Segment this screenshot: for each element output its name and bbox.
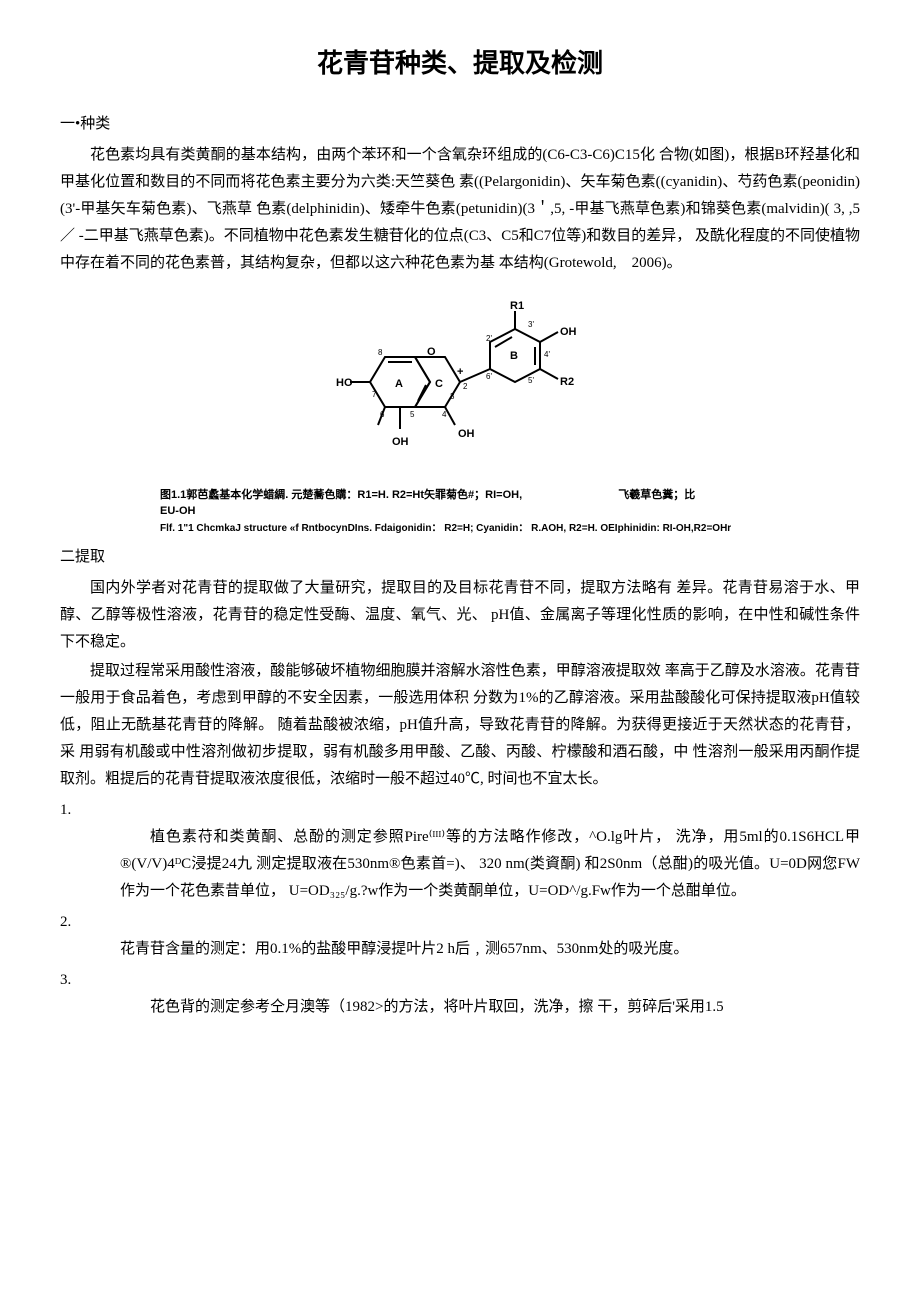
- atom-4: 4: [442, 410, 447, 419]
- figure-caption-en: Flf. 1"1 ChcmkaJ structure «f RntbocynDI…: [160, 522, 820, 536]
- label-ho-left: HO: [336, 377, 353, 389]
- section2-header: 二提取: [60, 544, 860, 571]
- atom-7: 7: [372, 390, 377, 399]
- caption-cn-right: 飞羲草色糞；比: [618, 489, 695, 501]
- chemical-structure-figure: HO OH OH OH R2 R1 A C B O + 8 7 6 5 4 3 …: [60, 297, 860, 477]
- item3-number: 3.: [60, 967, 860, 994]
- atom-5: 5: [410, 410, 415, 419]
- label-ring-a: A: [395, 378, 403, 390]
- atom-6: 6: [380, 410, 385, 419]
- atom-2: 2: [463, 382, 468, 391]
- atom-3p: 3': [528, 320, 534, 329]
- caption-cn-left: 图1.1郭芭蠡基本化学蜡綢. 元楚蕎色購：R1=H. R2=Ht矢罪菊色#；RI…: [160, 489, 522, 501]
- anthocyanin-structure-svg: HO OH OH OH R2 R1 A C B O + 8 7 6 5 4 3 …: [330, 297, 590, 467]
- item2-number: 2.: [60, 909, 860, 936]
- section1-paragraph: 花色素均具有类黄酮的基本结构，由两个苯环和一个含氧杂环组成的(C6-C3-C6)…: [60, 142, 860, 277]
- figure-caption-cn: 图1.1郭芭蠡基本化学蜡綢. 元楚蕎色購：R1=H. R2=Ht矢罪菊色#；RI…: [160, 487, 820, 520]
- atom-2p: 2': [486, 334, 492, 343]
- atom-5p: 5': [528, 376, 534, 385]
- atom-8: 8: [378, 348, 383, 357]
- label-ring-c: C: [435, 378, 443, 390]
- page-title: 花青苷种类、提取及检测: [60, 40, 860, 87]
- label-oh-c3: OH: [458, 428, 475, 440]
- caption-cn-line2: EU-OH: [160, 505, 195, 517]
- item1-body: 植色素苻和类黄酮、总酚的测定参照Pire⁽ᴵᴵᴵ⁾等的方法略作修改，^O.lg叶…: [120, 824, 860, 905]
- item3-body: 花色背的测定参考仝月澳等（1982>的方法，将叶片取回，洗净，擦 干，剪碎后'采…: [120, 994, 860, 1021]
- item1-number: 1.: [60, 797, 860, 824]
- label-oh-top: OH: [560, 326, 577, 338]
- label-r2: R2: [560, 376, 574, 388]
- label-ring-b: B: [510, 350, 518, 362]
- label-r1: R1: [510, 300, 524, 312]
- item2-body: 花青苷含量的测定：用0.1%的盐酸甲醇浸提叶片2 h后﹐测657nm、530nm…: [90, 936, 860, 963]
- label-plus: +: [457, 366, 463, 378]
- label-oh-bottom: OH: [392, 436, 409, 448]
- atom-4p: 4': [544, 350, 550, 359]
- section1-header: 一•种类: [60, 111, 860, 138]
- atom-6p: 6': [486, 372, 492, 381]
- label-o: O: [427, 346, 436, 358]
- atom-3: 3: [450, 392, 455, 401]
- section2-p1: 国内外学者对花青苷的提取做了大量研究，提取目的及目标花青苷不同，提取方法略有 差…: [60, 575, 860, 656]
- section2-p2: 提取过程常采用酸性溶液，酸能够破坏植物细胞膜并溶解水溶性色素，甲醇溶液提取效 率…: [60, 658, 860, 793]
